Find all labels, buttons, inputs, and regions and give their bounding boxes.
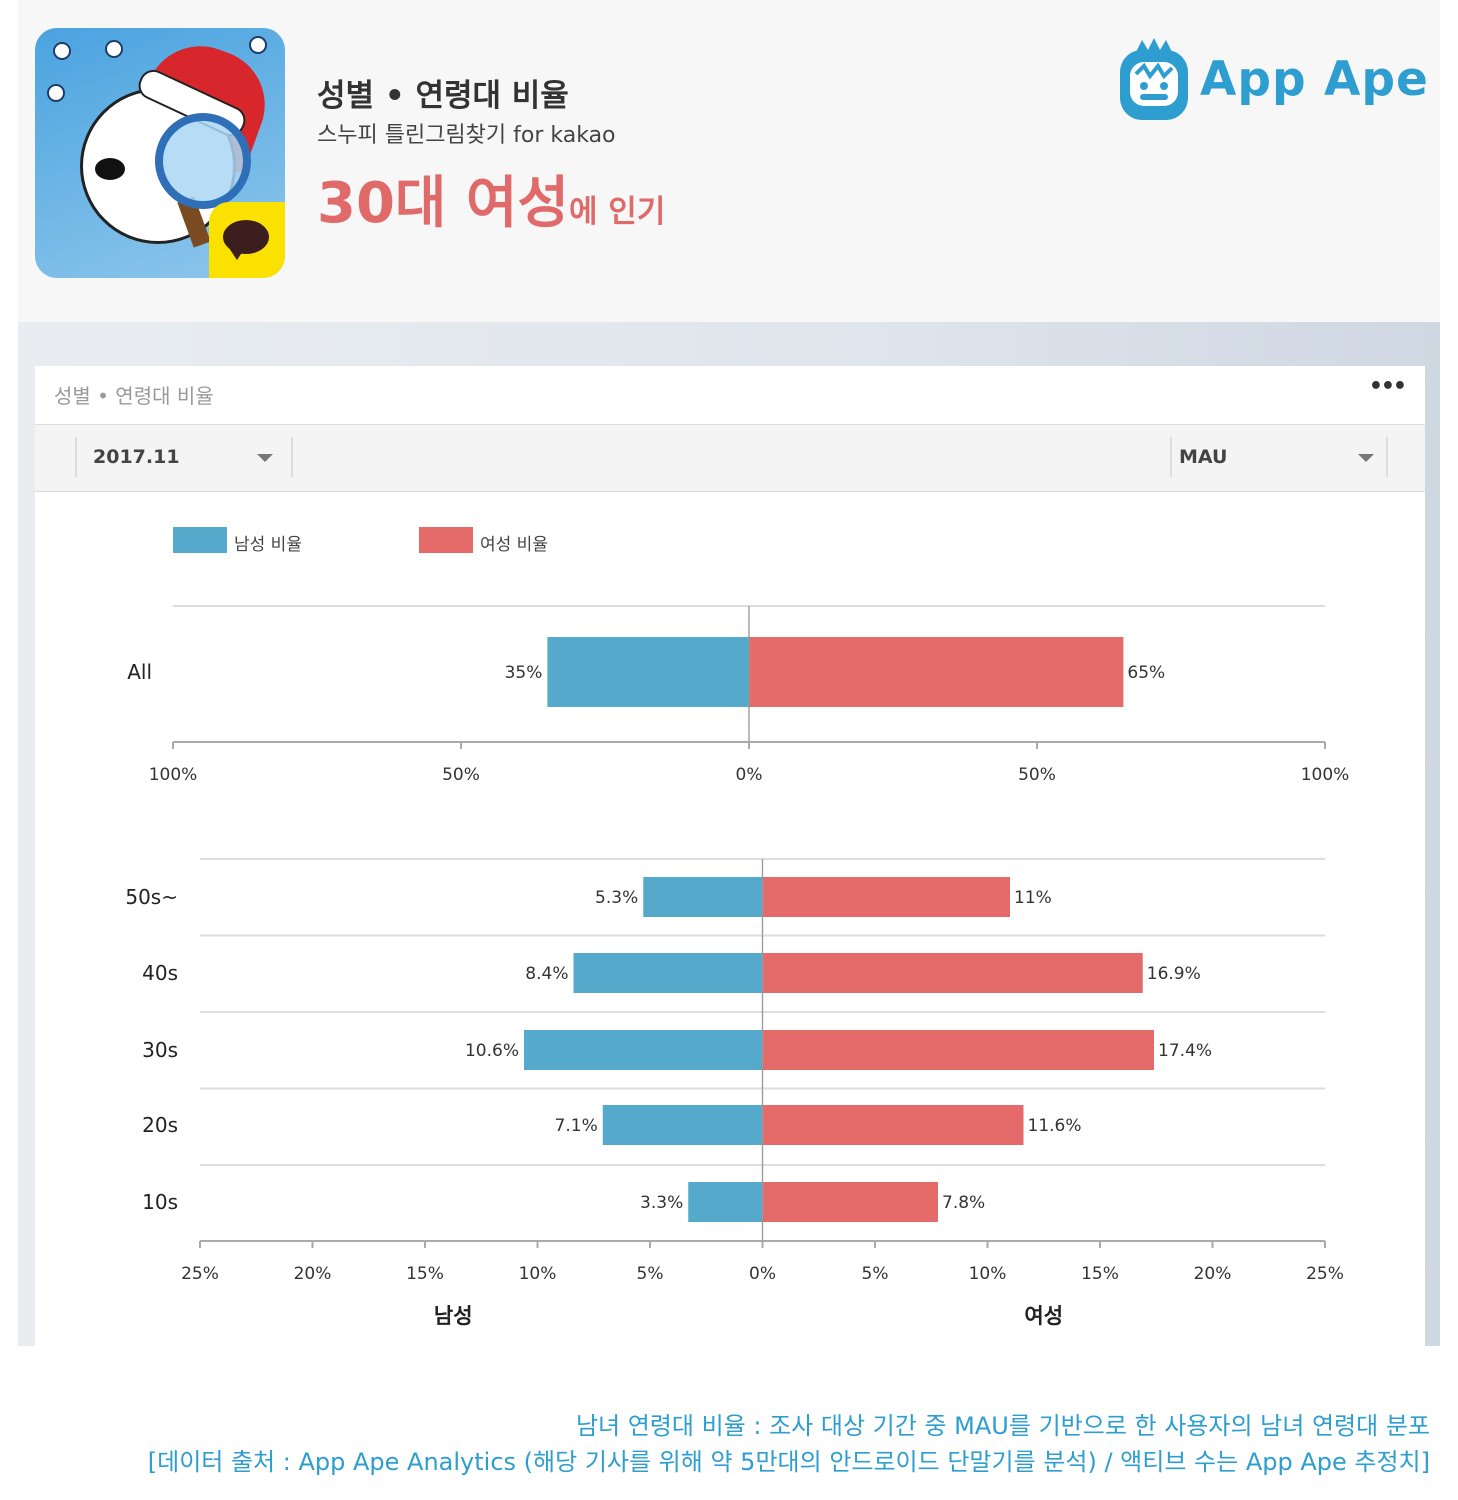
legend-label-female: 여성 비율 xyxy=(480,535,548,555)
kakao-badge-icon xyxy=(209,202,285,278)
snowflake-icon xyxy=(53,42,71,60)
card-title: 성별 • 연령대 비율 xyxy=(54,384,214,408)
magnifier-icon xyxy=(155,113,251,209)
snowflake-icon xyxy=(47,84,65,102)
legend-swatch-female xyxy=(419,527,473,553)
headline-suffix: 에 인기 xyxy=(569,194,666,230)
metric-value: MAU xyxy=(1179,446,1228,468)
headline-main: 30대 여성 xyxy=(317,171,569,236)
filter-toolbar: 2017.11 MAU xyxy=(35,424,1425,492)
page-title: 성별 • 연령대 비율 xyxy=(317,78,569,114)
legend-swatch-male xyxy=(173,527,227,553)
metric-dropdown[interactable]: MAU xyxy=(1170,437,1388,477)
legend-label-male: 남성 비율 xyxy=(234,535,302,555)
period-dropdown[interactable]: 2017.11 xyxy=(75,437,293,477)
snowflake-icon xyxy=(249,36,267,54)
chevron-down-icon xyxy=(257,454,273,462)
app-icon xyxy=(35,28,285,278)
period-value: 2017.11 xyxy=(93,446,180,468)
chart-card: 성별 • 연령대 비율 ••• 2017.11 MAU 남성 비율 여성 비율 xyxy=(35,366,1425,1346)
more-options-button[interactable]: ••• xyxy=(1368,374,1407,399)
app-ape-logo-text: App Ape xyxy=(1200,52,1429,107)
footer-note: 남녀 연령대 비율 : 조사 대상 기간 중 MAU를 기반으로 한 사용자의 … xyxy=(575,1412,1430,1440)
headline: 30대 여성에 인기 xyxy=(317,158,665,239)
footer-source: [데이터 출처 : App Ape Analytics (해당 기사를 위해 약… xyxy=(147,1448,1430,1476)
nose-icon xyxy=(95,158,125,180)
snowflake-icon xyxy=(105,40,123,58)
chevron-down-icon xyxy=(1358,454,1374,462)
app-ape-logo-icon xyxy=(1120,38,1188,120)
app-name: 스누피 틀린그림찾기 for kakao xyxy=(317,123,616,148)
